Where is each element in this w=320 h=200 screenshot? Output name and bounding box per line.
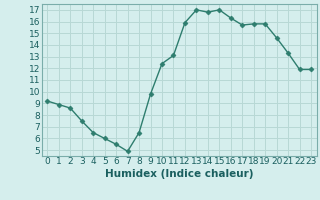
X-axis label: Humidex (Indice chaleur): Humidex (Indice chaleur) (105, 169, 253, 179)
